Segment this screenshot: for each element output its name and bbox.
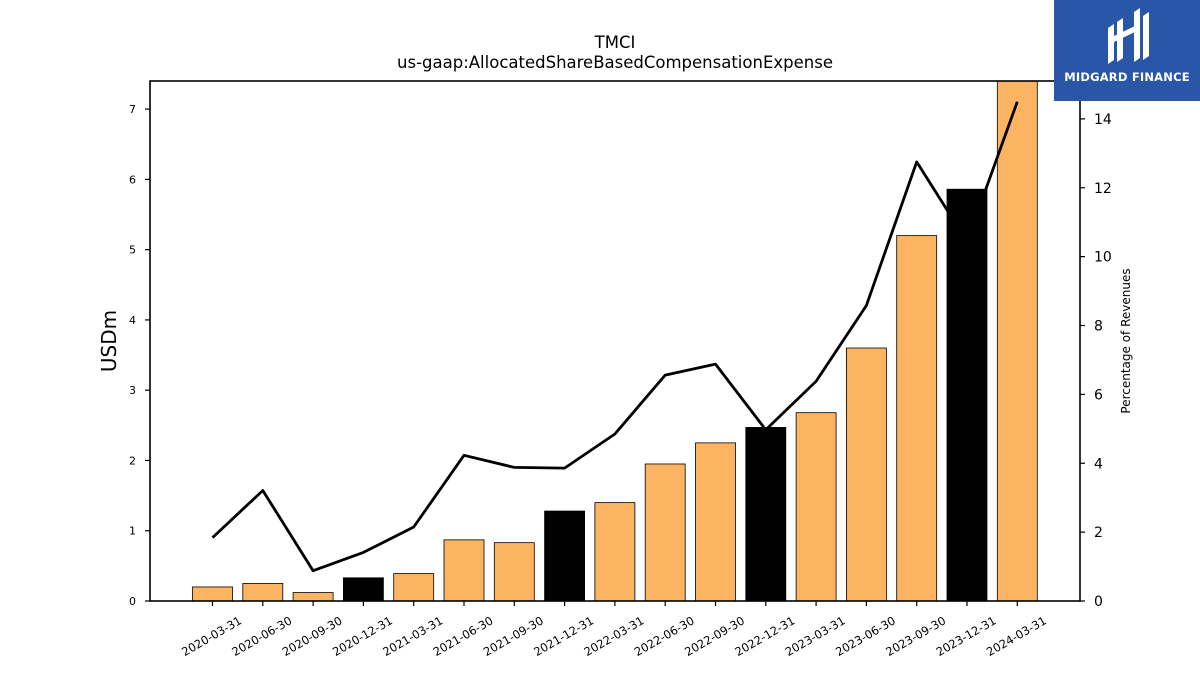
y-tick-label: 0 bbox=[129, 595, 136, 608]
y2-axis-label: Percentage of Revenues bbox=[1119, 268, 1133, 413]
bar bbox=[695, 442, 736, 602]
y-tick-label: 4 bbox=[129, 314, 136, 327]
y-tick-label: 2 bbox=[129, 454, 136, 467]
bar bbox=[342, 577, 384, 602]
midgard-logo: MIDGARD FINANCE bbox=[1054, 0, 1200, 101]
bar bbox=[946, 188, 988, 602]
y2-tick-label: 12 bbox=[1094, 181, 1112, 197]
bar bbox=[544, 510, 585, 602]
y-tick-label: 3 bbox=[129, 384, 136, 397]
y2-tick-label: 0 bbox=[1094, 594, 1103, 610]
y2-tick-label: 8 bbox=[1094, 319, 1103, 335]
y2-tick-label: 2 bbox=[1094, 525, 1103, 541]
bar bbox=[846, 347, 887, 602]
bar bbox=[443, 539, 485, 602]
logo-text: MIDGARD FINANCE bbox=[1064, 70, 1190, 84]
y2-tick-label: 6 bbox=[1094, 387, 1103, 403]
y2-tick-label: 4 bbox=[1094, 456, 1103, 472]
bar bbox=[393, 573, 435, 602]
bar bbox=[996, 80, 1038, 602]
y-tick-label: 1 bbox=[129, 525, 136, 538]
y2-tick-label: 10 bbox=[1094, 250, 1112, 266]
line-series bbox=[211, 101, 1019, 573]
y-tick-label: 7 bbox=[129, 103, 136, 116]
y-tick-label: 5 bbox=[129, 244, 136, 257]
y2-tick-label: 14 bbox=[1094, 112, 1112, 128]
line-path bbox=[211, 101, 1019, 573]
bar-series bbox=[192, 80, 1038, 602]
bar bbox=[292, 592, 334, 602]
y-axis-label: USDm bbox=[97, 310, 121, 372]
bar bbox=[594, 502, 636, 602]
bar bbox=[896, 235, 938, 602]
bar bbox=[745, 427, 787, 602]
chart-subtitle: us-gaap:AllocatedShareBasedCompensationE… bbox=[397, 53, 833, 72]
midgard-logo-icon bbox=[1108, 8, 1149, 64]
bar bbox=[493, 542, 535, 602]
y-tick-label: 6 bbox=[129, 173, 136, 186]
chart-title: TMCI bbox=[594, 33, 636, 52]
bar bbox=[644, 463, 686, 602]
bar bbox=[795, 412, 837, 602]
bar bbox=[192, 586, 233, 602]
bar bbox=[242, 583, 284, 602]
